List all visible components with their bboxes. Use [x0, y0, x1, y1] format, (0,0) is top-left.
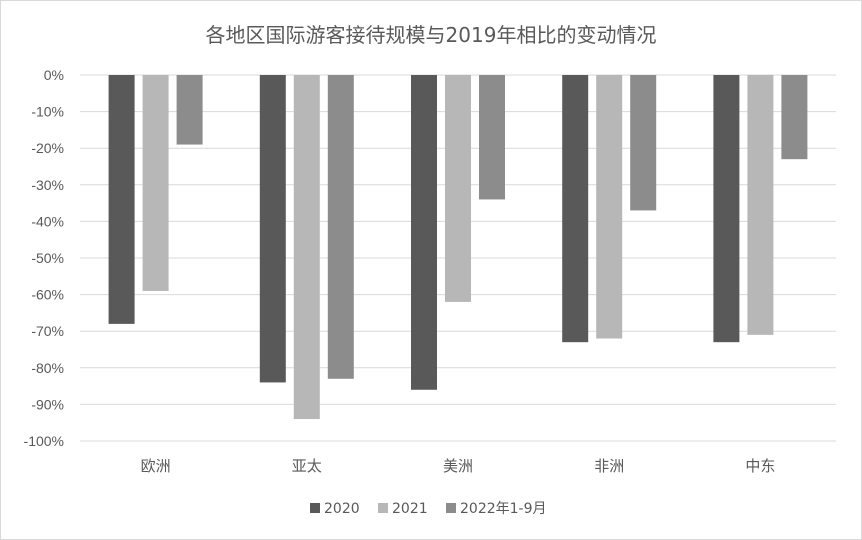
y-tick-label: -30% [31, 177, 64, 193]
legend-swatch [378, 503, 388, 513]
y-tick-label: -70% [31, 323, 64, 339]
y-tick-label: 0% [44, 67, 64, 83]
legend-swatch [310, 503, 320, 513]
legend-label: 2022年1-9月 [460, 501, 547, 517]
y-tick-label: -20% [31, 140, 64, 156]
bar [747, 75, 774, 335]
y-tick-label: -50% [31, 250, 64, 266]
bar [293, 75, 320, 420]
bar [411, 75, 437, 390]
category-label: 非洲 [594, 457, 624, 475]
bar [781, 75, 808, 160]
legend-label: 2020 [324, 501, 360, 517]
category-label: 中东 [745, 457, 775, 475]
legend-swatch [446, 503, 456, 513]
bar [176, 75, 203, 145]
bar [479, 75, 505, 200]
bars [108, 75, 808, 420]
bar [562, 75, 589, 343]
y-tick-label: -90% [31, 396, 64, 412]
y-axis-tick-labels: 0% -10% -20% -30% -40% -50% -60% -70% -80% -90% -1… [24, 67, 64, 449]
y-tick-label: -10% [31, 104, 64, 120]
bar [445, 75, 471, 302]
bar [713, 75, 740, 343]
gridlines [80, 74, 836, 442]
category-label: 美洲 [443, 457, 473, 475]
y-tick-label: -40% [31, 213, 64, 229]
y-tick-label: -60% [31, 287, 64, 303]
y-tick-label: -80% [31, 360, 64, 376]
bar [630, 75, 657, 211]
legend: 2020 2021 2022年1-9月 [310, 501, 547, 517]
y-tick-label: -100% [24, 433, 64, 449]
bar [259, 75, 286, 383]
category-label: 欧洲 [141, 457, 171, 475]
bar [108, 75, 135, 324]
chart-title: 各地区国际游客接待规模与2019年相比的变动情况 [206, 23, 657, 47]
bar [142, 75, 169, 291]
bar [327, 75, 354, 379]
legend-label: 2021 [392, 501, 428, 517]
bar [596, 75, 623, 339]
x-axis-category-labels: 欧洲 亚太 美洲 非洲 中东 [141, 457, 776, 475]
category-label: 亚太 [292, 457, 322, 475]
